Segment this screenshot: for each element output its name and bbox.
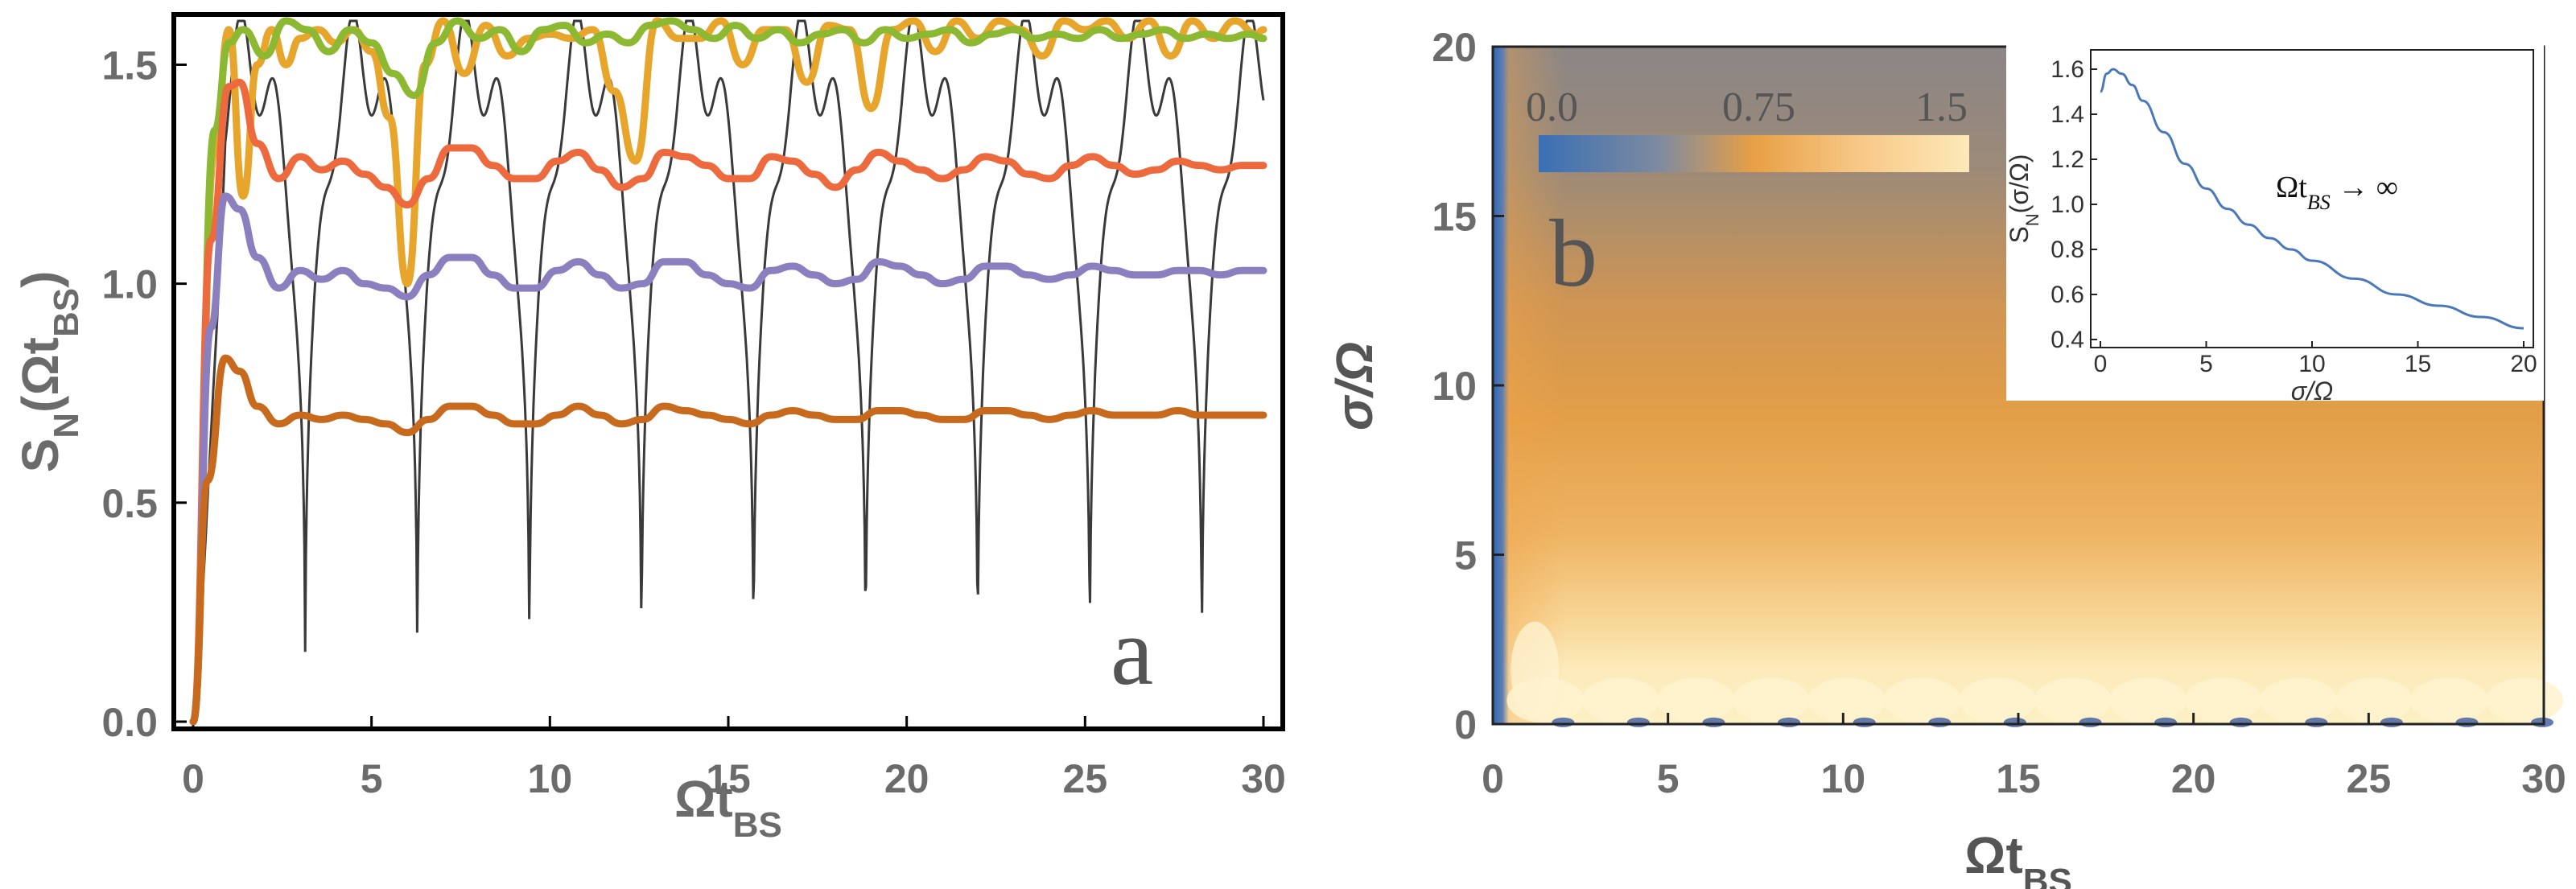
heatmap-dark-spot xyxy=(1702,717,1725,727)
panel-b-xtick-label: 20 xyxy=(2171,756,2216,801)
panel-b-xtick-label: 0 xyxy=(1482,756,1504,801)
panel-b-ylabel: σ/Ω xyxy=(1325,342,1383,430)
panel-b-ytick-label: 5 xyxy=(1454,533,1477,578)
panel-a-xtick-label: 30 xyxy=(1241,756,1286,801)
heatmap-blob xyxy=(2260,677,2338,723)
heatmap-blob xyxy=(1883,677,1961,723)
heatmap-dark-spot xyxy=(2003,717,2026,727)
heatmap-blob xyxy=(1581,677,1659,723)
heatmap-blob xyxy=(2410,677,2488,723)
heatmap-blob xyxy=(2335,677,2413,723)
inset-series-line xyxy=(2100,68,2524,330)
inset-xtick-label: 0 xyxy=(2094,351,2108,377)
colorbar-tick-1: 0.75 xyxy=(1722,84,1795,130)
inset-ytick-label: 1.6 xyxy=(2050,56,2084,83)
panel-b-xtick-label: 5 xyxy=(1657,756,1680,801)
panel-a-series xyxy=(189,17,1267,726)
heatmap-dark-spot xyxy=(2380,717,2403,727)
colorbar xyxy=(1539,135,1969,172)
panel-a: 0 5 10 15 20 25 30 0.0 0.5 1.0 1.5 a ΩtBS SN(ΩtBS) xyxy=(11,12,1286,845)
panel-b-ytick-label: 10 xyxy=(1432,364,1477,409)
heatmap-blob xyxy=(2109,677,2187,723)
panel-a-ticks: 0 5 10 15 20 25 30 0.0 0.5 1.0 1.5 xyxy=(101,43,1285,801)
panel-b-xtick-label: 15 xyxy=(1996,756,2041,801)
heatmap-dark-spot xyxy=(1928,717,1952,727)
heatmap-dark-spot xyxy=(2229,717,2252,727)
inset-ytick-label: 1.2 xyxy=(2050,146,2084,173)
panel-b-ytick-label: 0 xyxy=(1454,702,1477,747)
heatmap-dark-spot xyxy=(1853,717,1876,727)
inset-xtick-label: 10 xyxy=(2298,351,2325,377)
heatmap-dark-spot xyxy=(1552,717,1575,727)
panel-a-frame xyxy=(171,12,1285,731)
heatmap-dark-spot xyxy=(2455,717,2479,727)
inset-ytick-label: 1.0 xyxy=(2050,191,2084,218)
panel-b-ticks: 0 5 10 15 20 25 30 0 5 10 15 20 xyxy=(1432,25,2566,801)
heatmap-blob xyxy=(1657,677,1735,723)
panel-a-ylabel: SN(ΩtBS) xyxy=(11,271,86,473)
panel-b-xtick-label: 30 xyxy=(2521,756,2566,801)
series-line-red xyxy=(189,78,1267,726)
panel-a-xtick-label: 25 xyxy=(1063,756,1108,801)
heatmap-dark-spot xyxy=(2079,717,2102,727)
heatmap-dark-spot xyxy=(1626,717,1650,727)
inset-xlabel: σ/Ω xyxy=(2291,377,2334,405)
panel-b: 0 5 10 15 20 25 30 0 5 10 15 20 0.0 0.75 1.5 b ΩtBS… xyxy=(1325,25,2566,889)
inset-annotation: ΩtBS → ∞ xyxy=(2276,171,2398,214)
panel-b-xtick-label: 25 xyxy=(2347,756,2392,801)
panel-b-label: b xyxy=(1549,200,1597,307)
colorbar-tick-0: 0.0 xyxy=(1526,84,1578,130)
inset-series xyxy=(2100,68,2524,330)
panel-a-ytick-label: 0.5 xyxy=(101,481,158,526)
panel-b-xtick-label: 10 xyxy=(1821,756,1866,801)
panel-a-ytick-label: 1.0 xyxy=(101,262,158,307)
inset-ytick-label: 0.6 xyxy=(2050,282,2084,308)
colorbar-tick-2: 1.5 xyxy=(1915,84,1968,130)
panel-a-xtick-label: 15 xyxy=(706,756,751,801)
heatmap-dark-spot xyxy=(2305,717,2328,727)
heatmap-blob xyxy=(2034,677,2112,723)
panel-b-ytick-label: 20 xyxy=(1432,25,1477,70)
inset-ytick-label: 0.4 xyxy=(2050,327,2084,353)
panel-a-label: a xyxy=(1111,598,1153,705)
series-line-σ/Ω=0 xyxy=(192,19,1265,722)
series-line-purple xyxy=(189,192,1267,726)
panel-a-xlabel: ΩtBS xyxy=(674,770,782,845)
heatmap-blob xyxy=(1511,621,1560,718)
panel-a-xtick-label: 5 xyxy=(361,756,383,801)
heatmap-dark-spot xyxy=(2531,717,2554,727)
panel-b-xlabel: ΩtBS xyxy=(1964,826,2072,889)
heatmap-dark-spot xyxy=(2154,717,2178,727)
heatmap-low-band xyxy=(1506,621,2564,727)
heatmap-blob xyxy=(2184,677,2262,723)
inset-xtick-label: 20 xyxy=(2510,351,2537,377)
inset-xtick-label: 15 xyxy=(2405,351,2431,377)
heatmap-blob xyxy=(1733,677,1811,723)
inset-xtick-label: 5 xyxy=(2199,351,2213,377)
panel-a-xtick-label: 10 xyxy=(528,756,573,801)
heatmap-blob xyxy=(1958,677,2036,723)
series-line-brown xyxy=(189,354,1267,726)
inset-ytick-label: 0.8 xyxy=(2050,237,2084,263)
panel-a-xtick-label: 20 xyxy=(884,756,929,801)
inset-ylabel: SN(σ/Ω) xyxy=(2005,154,2042,243)
heatmap-dark-spot xyxy=(1778,717,1801,727)
panel-a-ytick-label: 1.5 xyxy=(101,43,158,88)
heatmap-blob xyxy=(2486,677,2564,723)
inset-ticks: 0 5 10 15 20 0.4 0.6 0.8 1.0 1.2 1.4 1.6 xyxy=(2050,56,2537,377)
panel-b-ytick-label: 15 xyxy=(1432,195,1477,240)
series-line-green xyxy=(189,17,1267,726)
panel-a-ytick-label: 0.0 xyxy=(101,700,158,745)
inset-ytick-label: 1.4 xyxy=(2050,101,2084,128)
inset-frame xyxy=(2090,49,2534,348)
heatmap-blob xyxy=(1807,677,1886,723)
panel-a-xtick-label: 0 xyxy=(182,756,204,801)
